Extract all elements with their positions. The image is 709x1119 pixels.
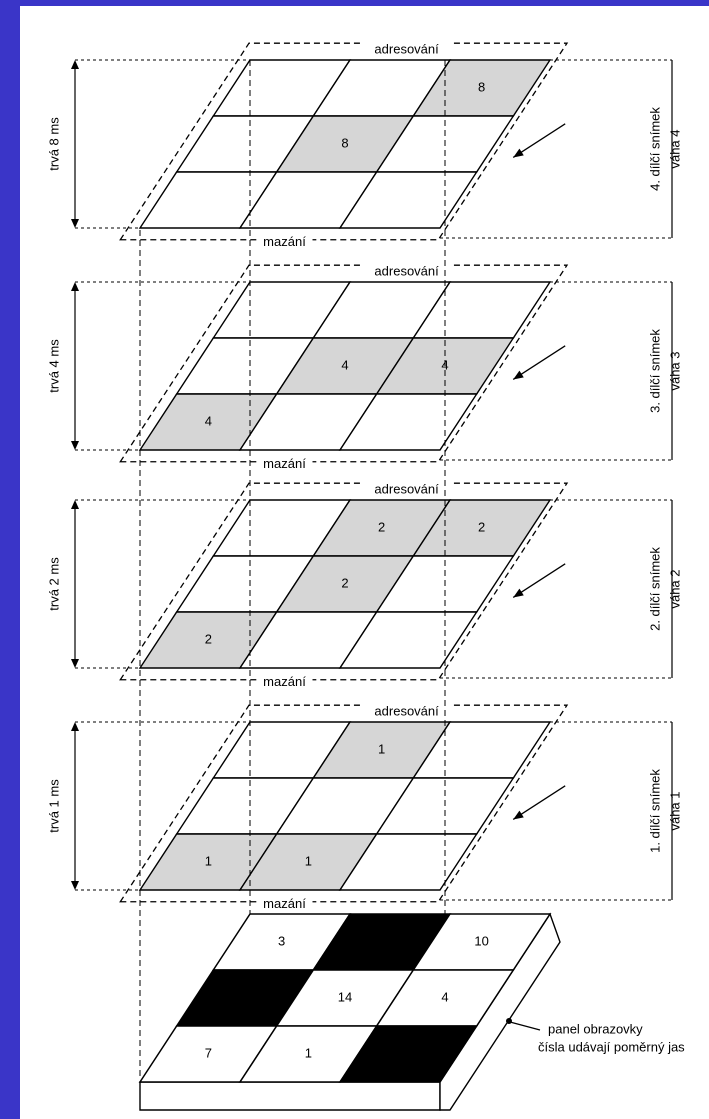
addressing-label: adresování — [374, 481, 439, 496]
panel-cell-value: 1 — [305, 1045, 312, 1060]
grid-cell — [338, 611, 478, 669]
erasing-label-bg — [256, 896, 313, 913]
scan-arrowhead — [513, 148, 524, 158]
subframe-label: 2. dílčí snímek — [647, 547, 662, 631]
scan-arrowhead — [513, 370, 524, 380]
cell-value: 1 — [305, 853, 312, 868]
subframe-4: 8 8 adresování mazání trvá 8 ms 4. dílčí sním… — [46, 39, 682, 251]
addressing-label: adresování — [374, 703, 439, 718]
subframe-envelope — [119, 42, 569, 241]
weight-label: váha 1 — [667, 791, 682, 830]
subframe-envelope — [119, 264, 569, 463]
weight-label: váha 2 — [667, 569, 682, 608]
panel-callout-dot — [506, 1018, 512, 1024]
grid-cell — [338, 171, 478, 229]
scan-arrowhead — [513, 588, 524, 598]
cell-value: 4 — [205, 413, 212, 428]
scan-arrow — [512, 345, 566, 380]
subframe-1: 1 1 1 adresování mazání trvá 1 ms 1. dílčí sní… — [46, 701, 682, 913]
cell-value: 8 — [478, 79, 485, 94]
arrowhead-up — [71, 60, 79, 69]
grid-cell — [338, 393, 478, 451]
cell-value: 8 — [341, 135, 348, 150]
cell-value: 2 — [478, 519, 485, 534]
scan-arrow — [512, 785, 566, 820]
cell-value: 2 — [378, 519, 385, 534]
cell-value: 2 — [341, 575, 348, 590]
panel-label: panel obrazovky — [548, 1021, 643, 1036]
panel-label-brightness: čísla udávají poměrný jas — [538, 1039, 685, 1054]
duration-label: trvá 2 ms — [46, 557, 61, 611]
arrowhead-up — [71, 500, 79, 509]
arrowhead-up — [71, 282, 79, 291]
duration-label: trvá 1 ms — [46, 779, 61, 833]
subframe-label: 1. dílčí snímek — [647, 769, 662, 853]
subframe-2: 2 2 2 2 adresování mazání trvá 2 ms 2. dílčí sn… — [46, 479, 682, 691]
subframe-envelope — [119, 482, 569, 681]
addressing-label-bg — [362, 261, 451, 280]
duration-label: trvá 8 ms — [46, 117, 61, 171]
addressing-label: adresování — [374, 263, 439, 278]
cell-value: 2 — [205, 631, 212, 646]
erasing-label: mazání — [263, 674, 306, 689]
cell-value: 1 — [378, 741, 385, 756]
panel-cell-value: 14 — [338, 989, 352, 1004]
subframe-label: 4. dílčí snímek — [647, 107, 662, 191]
scan-arrowhead — [513, 810, 524, 820]
scan-arrow — [512, 563, 566, 598]
scan-arrow — [512, 123, 566, 158]
panel-cell-value: 4 — [441, 989, 448, 1004]
panel-cell-value: 7 — [205, 1045, 212, 1060]
panel-callout-line — [509, 1021, 541, 1031]
panel-cell-black — [338, 1025, 479, 1083]
cell-value: 1 — [205, 853, 212, 868]
erasing-label: mazání — [263, 234, 306, 249]
duration-label: trvá 4 ms — [46, 339, 61, 393]
arrowhead-down — [71, 881, 79, 890]
erasing-label: mazání — [263, 896, 306, 911]
left-frame-bar — [0, 0, 20, 1119]
grid-cell — [338, 833, 478, 891]
display-panel: 3 10 14 4 7 1 panel obrazovky čísla udávají pom… — [138, 912, 685, 1111]
subframe-label: 3. dílčí snímek — [647, 329, 662, 413]
subframe-envelope — [119, 704, 569, 903]
arrowhead-down — [71, 219, 79, 228]
addressing-label-bg — [362, 39, 451, 58]
arrowhead-up — [71, 722, 79, 731]
arrowhead-down — [71, 441, 79, 450]
erasing-label: mazání — [263, 456, 306, 471]
addressing-label-bg — [362, 479, 451, 498]
top-frame-line — [20, 6, 709, 10]
panel-cell-value: 3 — [278, 933, 285, 948]
cell-value: 4 — [341, 357, 348, 372]
weight-label: váha 4 — [667, 129, 682, 168]
erasing-label-bg — [256, 234, 313, 251]
top-frame-bar — [20, 0, 709, 6]
weight-label: váha 3 — [667, 351, 682, 390]
addressing-label-bg — [362, 701, 451, 720]
panel-cell-value: 10 — [474, 933, 488, 948]
erasing-label-bg — [256, 456, 313, 473]
erasing-label-bg — [256, 674, 313, 691]
addressing-label: adresování — [374, 41, 439, 56]
arrowhead-down — [71, 659, 79, 668]
panel-front-edge — [139, 1081, 441, 1111]
